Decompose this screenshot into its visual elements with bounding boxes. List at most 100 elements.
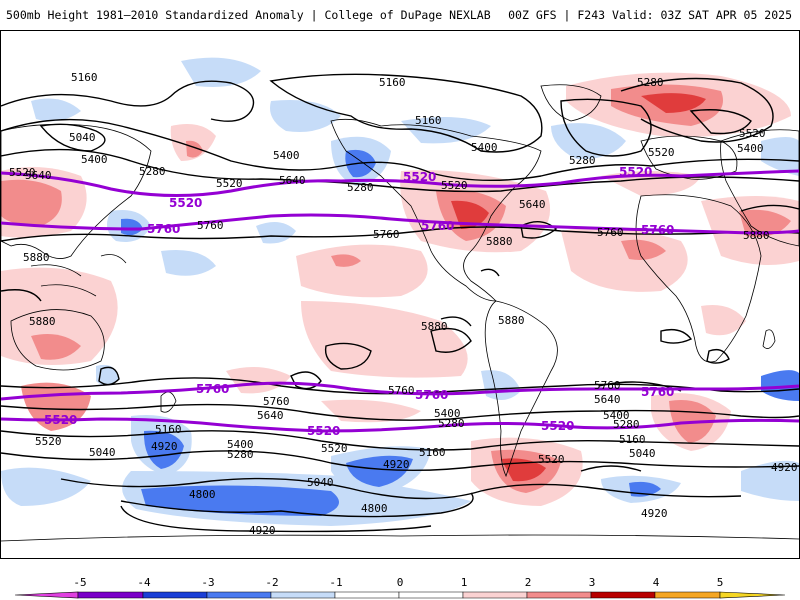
contour-label: 5520: [648, 146, 675, 159]
pos-anomaly-region: [226, 367, 291, 394]
contour-label: 5880: [29, 315, 56, 328]
map-canvas: 5160 5160 5160 5160 5160 5160 5040 5040 …: [1, 57, 799, 542]
colorbar-tick: -2: [265, 576, 279, 589]
contour-line: [660, 328, 693, 344]
run-info: 00Z GFS | F243 Valid: 03Z SAT APR 05 202…: [508, 8, 792, 22]
contour-line: [689, 109, 752, 135]
new-zealand-outline: [160, 391, 177, 413]
colorbar-bin-pos3: [590, 591, 656, 599]
highlight-contours: [1, 169, 799, 433]
contour-line: [580, 465, 642, 472]
contour-label: 5040: [307, 476, 334, 489]
contour-line: [1, 80, 255, 122]
highlight-contour-5760-north: [1, 213, 799, 235]
colorbar-bin-0: [334, 591, 400, 599]
contour-label: 5760: [197, 219, 224, 232]
contour-label: 5760: [594, 379, 621, 392]
colorbar-tick: 1: [460, 576, 468, 589]
contour-line: [60, 477, 742, 500]
neg-anomaly-region: [270, 100, 341, 132]
highlight-label: 5520: [403, 170, 436, 184]
contour-label: 5040: [629, 447, 656, 460]
contour-label: 5400: [603, 409, 630, 422]
contour-label: 5400: [471, 141, 498, 154]
contour-line: [1, 226, 799, 242]
contour-label: 5760: [263, 395, 290, 408]
contour-label: 5280: [347, 181, 374, 194]
contour-line: [520, 221, 558, 239]
colorbar-tick: 5: [716, 576, 724, 589]
contour-label: 5520: [35, 435, 62, 448]
colorbar: [0, 562, 800, 600]
pos-anomaly-region: [186, 140, 203, 158]
negative-anomaly-shading: [1, 57, 799, 526]
contour-label: 5400: [273, 149, 300, 162]
pos-anomaly-region: [301, 301, 468, 378]
asia-east-outline: [720, 129, 799, 247]
contour-label: 5880: [486, 235, 513, 248]
pos-anomaly-region: [331, 254, 361, 267]
contour-label: 5280: [569, 154, 596, 167]
neg-anomaly-region: [141, 485, 339, 516]
contour-label: 5640: [257, 409, 284, 422]
colorbar-tick: -4: [137, 576, 151, 589]
south-america-outline: [484, 300, 558, 478]
pos-anomaly-region: [621, 239, 666, 260]
contour-line: [290, 371, 322, 390]
highlight-label: 5760: [196, 382, 229, 396]
contour-label: 5880: [421, 320, 448, 333]
contour-label: 5520: [739, 127, 766, 140]
neg-anomaly-region: [761, 370, 799, 401]
contour-label: 5280: [139, 165, 166, 178]
contour-label: 5640: [279, 174, 306, 187]
contour-line: [430, 327, 472, 353]
highlight-label: 5520: [619, 165, 652, 179]
pos-anomaly-region: [296, 244, 428, 298]
neg-anomaly-region: [121, 218, 143, 236]
pos-anomaly-region: [561, 227, 688, 292]
contour-label: 5040: [69, 131, 96, 144]
antarctica-outline: [1, 534, 799, 542]
neg-anomaly-region: [761, 137, 799, 176]
contour-label: 5520: [216, 177, 243, 190]
map-panel[interactable]: 5160 5160 5160 5160 5160 5160 5040 5040 …: [0, 30, 800, 559]
colorbar-tick: -3: [201, 576, 215, 589]
highlight-contour-5760-south: [1, 381, 799, 401]
contour-line: [560, 98, 652, 157]
neg-anomaly-region: [401, 117, 491, 144]
contour-label: 5640: [25, 169, 52, 182]
contour-line: [324, 342, 372, 370]
colorbar-bin-pos1: [462, 591, 528, 599]
contour-line: [120, 492, 474, 518]
contour-label: 4800: [361, 502, 388, 515]
colorbar-bin-neg2: [206, 591, 272, 599]
maritime-islands: [30, 254, 127, 297]
colorbar-bin-pos4: [654, 591, 721, 599]
contour-label: 5760: [597, 226, 624, 239]
pos-anomaly-region: [1, 179, 62, 226]
contour-label: 4920: [641, 507, 668, 520]
contour-line: [39, 123, 106, 152]
colorbar-tick: 3: [588, 576, 596, 589]
australia-outline: [10, 309, 105, 371]
contour-label: 5160: [71, 71, 98, 84]
contour-line: [480, 268, 500, 277]
map-title: 500mb Height 1981–2010 Standardized Anom…: [6, 8, 491, 22]
contour-label: 5160: [419, 446, 446, 459]
highlight-label: 5760: [641, 223, 674, 237]
neg-anomaly-region: [741, 460, 799, 501]
colorbar-graphic: [14, 591, 786, 599]
contour-label: 5160: [415, 114, 442, 127]
contour-label: 4920: [771, 461, 798, 474]
highlight-label: 5760: [641, 385, 674, 399]
neg-anomaly-region: [96, 364, 119, 386]
contour-label: 4920: [383, 458, 410, 471]
neg-anomaly-region: [1, 467, 91, 506]
contour-line: [120, 505, 432, 533]
highlight-label: 5520: [541, 419, 574, 433]
contour-label: 5400: [434, 407, 461, 420]
contour-label: 5520: [538, 453, 565, 466]
asia-outline: [1, 123, 152, 259]
contour-label: 5880: [498, 314, 525, 327]
contour-line: [1, 148, 799, 193]
